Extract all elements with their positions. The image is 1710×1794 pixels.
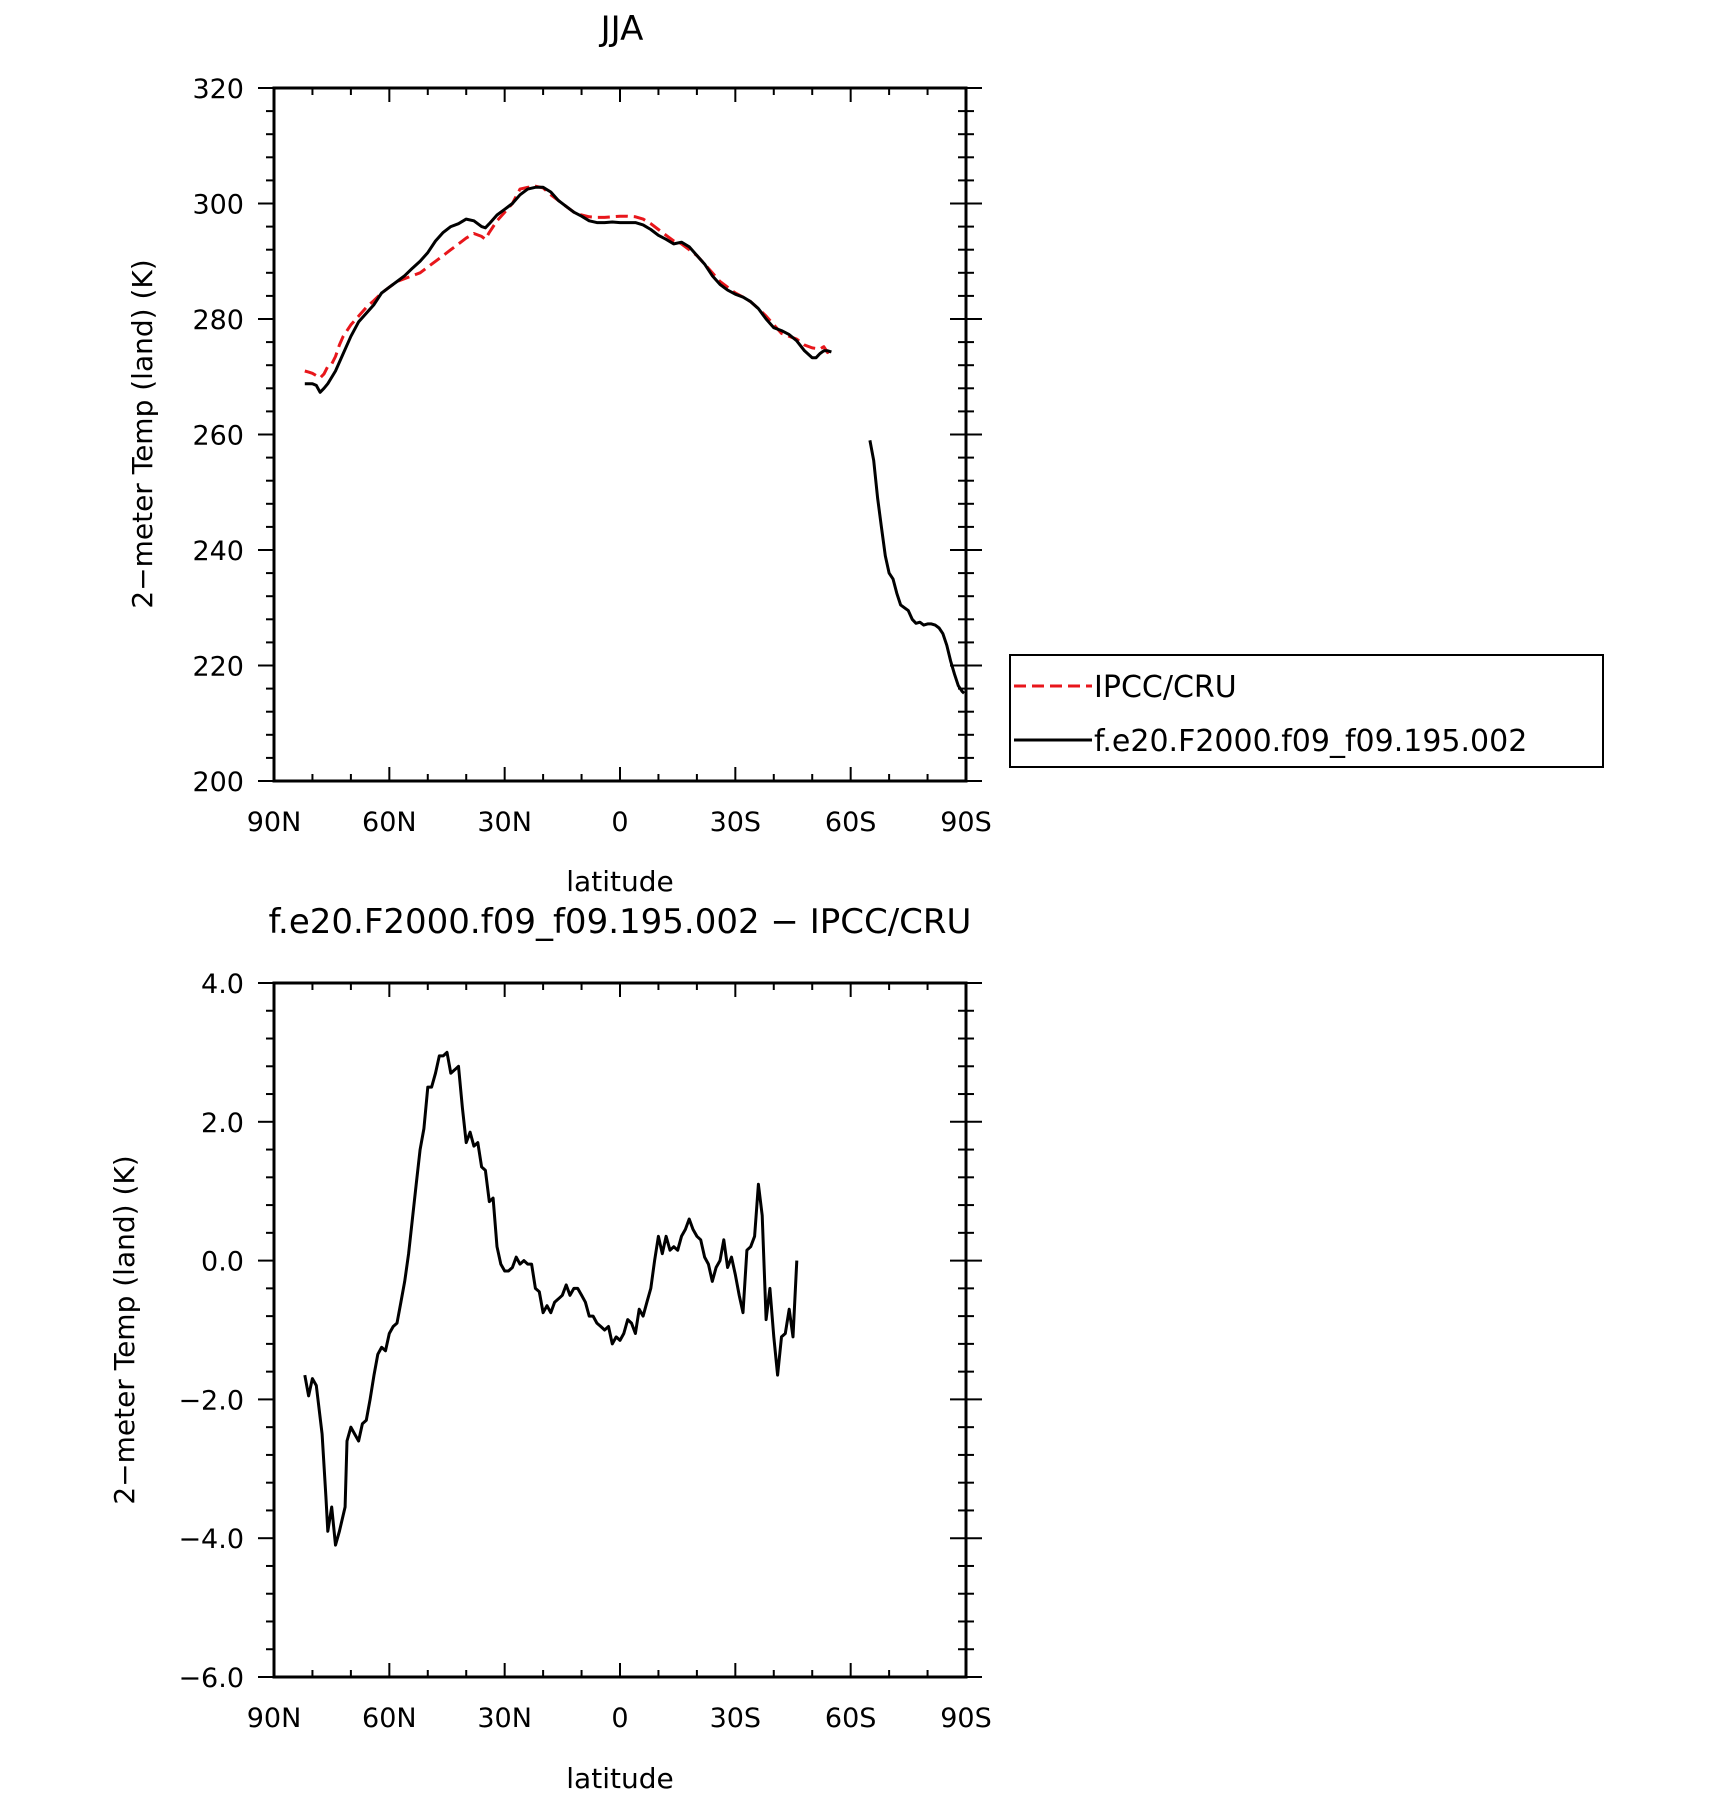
top-plot-frame	[272, 86, 968, 783]
y-tick-label: 300	[192, 190, 244, 221]
x-tick-label: 90S	[940, 807, 992, 838]
x-tick-label: 60N	[362, 1703, 417, 1734]
y-tick-label: 200	[192, 767, 244, 798]
x-tick-label: 60S	[825, 1703, 877, 1734]
series-line-f-e20-f2000-f09-f09-195-002	[868, 440, 966, 695]
y-tick-label: −2.0	[178, 1385, 244, 1416]
y-tick-label: 320	[192, 74, 244, 105]
top-y-axis-label: 2−meter Temp (land) (K)	[126, 259, 159, 608]
series-line-f-e20-f2000-f09-f09-195-002	[304, 185, 832, 394]
top-x-axis-label: latitude	[566, 865, 673, 898]
x-tick-label: 90N	[247, 807, 302, 838]
legend-label-model: f.e20.F2000.f09_f09.195.002	[1094, 724, 1527, 759]
top-chart-title: JJA	[599, 9, 644, 49]
y-tick-label: 260	[192, 421, 244, 452]
y-tick-label: 0.0	[201, 1247, 244, 1278]
y-tick-label: 240	[192, 536, 244, 567]
bottom-y-axis-label: 2−meter Temp (land) (K)	[108, 1155, 141, 1504]
y-tick-label: −4.0	[178, 1524, 244, 1555]
series-line-ipcc-cru	[304, 184, 833, 380]
legend: IPCC/CRU f.e20.F2000.f09_f09.195.002	[1009, 654, 1604, 768]
bottom-chart-title: f.e20.F2000.f09_f09.195.002 − IPCC/CRU	[269, 902, 972, 942]
x-tick-label: 60S	[825, 807, 877, 838]
y-tick-label: 220	[192, 652, 244, 683]
x-tick-label: 60N	[362, 807, 417, 838]
x-tick-label: 30S	[710, 1703, 762, 1734]
x-tick-label: 30N	[477, 1703, 532, 1734]
x-tick-label: 30N	[477, 807, 532, 838]
bottom-chart: f.e20.F2000.f09_f09.195.002 − IPCC/CRU 9…	[108, 902, 992, 1794]
x-tick-label: 90S	[940, 1703, 992, 1734]
bottom-plot-frame	[272, 981, 968, 1679]
x-tick-label: 90N	[247, 1703, 302, 1734]
y-tick-label: 2.0	[201, 1108, 244, 1139]
legend-box	[1009, 654, 1604, 768]
y-tick-label: 280	[192, 305, 244, 336]
bottom-x-axis-label: latitude	[566, 1762, 673, 1794]
y-tick-label: 4.0	[201, 969, 244, 1000]
series-line-difference	[303, 1050, 799, 1547]
x-tick-label: 0	[611, 807, 628, 838]
legend-label-ipcc-cru: IPCC/CRU	[1094, 670, 1237, 705]
x-tick-label: 30S	[710, 807, 762, 838]
top-chart: JJA 90N 60N 30N 0 30S 60S 90S 320 300 280 260 240 22…	[126, 9, 992, 898]
x-tick-label: 0	[611, 1703, 628, 1734]
y-tick-label: −6.0	[178, 1663, 244, 1694]
